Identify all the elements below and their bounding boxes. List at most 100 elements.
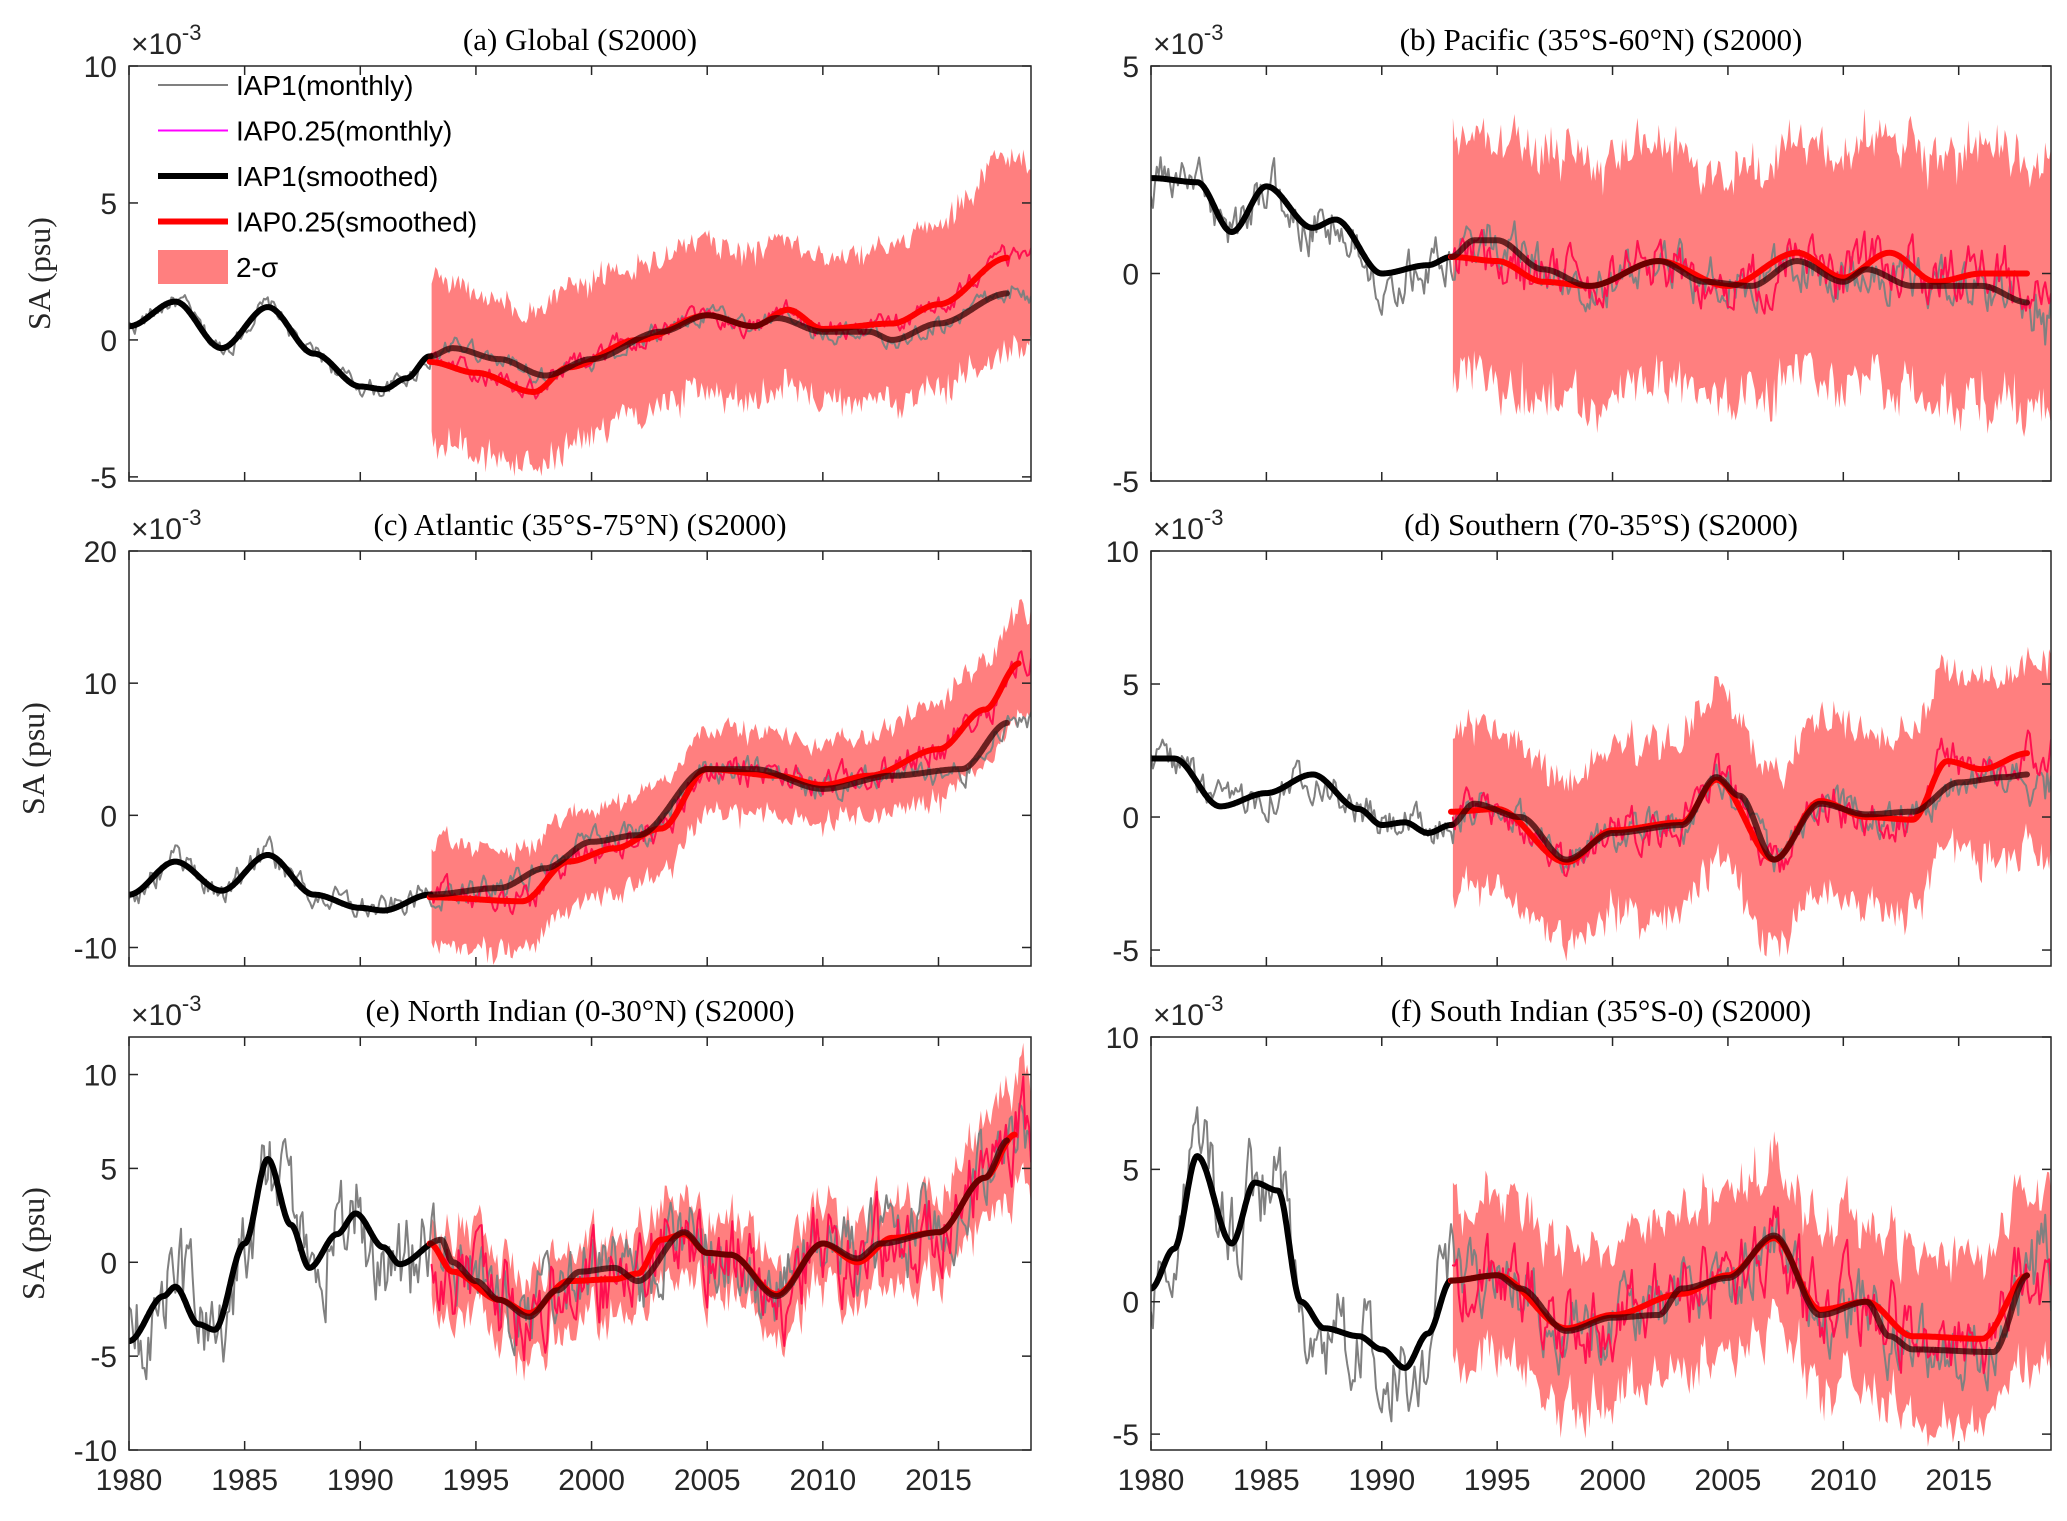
axes-box [1150, 1036, 2052, 1451]
y-tick-label: -5 [1112, 466, 1139, 499]
y-tick-label: 5 [100, 1153, 117, 1186]
iap1-smoothed-line-overlap [427, 290, 1010, 379]
y-tick-label: 0 [100, 325, 117, 358]
exponent-power: -3 [182, 20, 202, 45]
iap025-monthly-line [1451, 229, 2051, 315]
exponent-power: -3 [182, 505, 202, 530]
y-tick-label: 10 [84, 668, 117, 701]
iap025-monthly-line [430, 244, 1031, 400]
x-tick-label: 1990 [1348, 1464, 1415, 1497]
axes-box [128, 1036, 1032, 1451]
sigma-band [1452, 108, 2051, 437]
y-tick-label: 5 [1122, 51, 1139, 84]
y-tick-label: 20 [84, 536, 117, 569]
legend: IAP1(monthly) IAP0.25(monthly) IAP1(smooth… [158, 70, 477, 284]
panel-title: (c) Atlantic (35°S-75°N) (S2000) [373, 507, 786, 542]
x-tick-label: 1985 [1233, 1464, 1300, 1497]
y-axis-label: SA (psu) [21, 217, 57, 330]
panel-title: (d) Southern (70-35°S) (S2000) [1404, 507, 1798, 542]
x-tick-label: 2010 [789, 1464, 856, 1497]
plot-area [1151, 1106, 2051, 1447]
x-tick-label: 1980 [1118, 1464, 1185, 1497]
legend-label: IAP1(smoothed) [236, 161, 438, 192]
x-tick-label: 1995 [443, 1464, 510, 1497]
panel-title: (f) South Indian (35°S-0) (S2000) [1391, 993, 1812, 1028]
iap1-smoothed-line-overlap [1449, 237, 2030, 306]
legend-label: IAP1(monthly) [236, 70, 413, 101]
sigma-band [431, 599, 1031, 965]
y-tick-label: 10 [84, 1060, 117, 1093]
y-axis-label: SA (psu) [15, 1187, 51, 1300]
legend-label: 2-σ [236, 252, 278, 283]
y-exponent-label: ×10-3 [131, 505, 201, 546]
y-tick-label: -10 [74, 932, 117, 965]
iap1-smoothed-line [129, 298, 434, 393]
iap025-smoothed-line [1448, 750, 2030, 866]
x-tick-label: 2005 [674, 1464, 741, 1497]
y-exponent-label: ×10-3 [1153, 991, 1223, 1032]
iap1-smoothed-line-overlap [427, 719, 1010, 898]
panel-title: (a) Global (S2000) [463, 22, 697, 57]
iap1-monthly-line [129, 711, 1031, 918]
y-tick-label: -5 [1112, 1419, 1139, 1452]
plot-area [129, 1042, 1031, 1382]
iap1-smoothed-line [129, 852, 434, 914]
axes-box [128, 65, 1032, 482]
y-exponent-label: ×10-3 [1153, 20, 1223, 61]
panel-f: 1980 1985 1990 1995 2000 2005 2010 2015 -5 0 5 10 ×1… [1106, 991, 2052, 1497]
plot-area [1151, 646, 2051, 962]
y-tick-label: 0 [100, 800, 117, 833]
legend-swatch-patch [158, 250, 228, 284]
y-tick-label: 0 [1122, 259, 1139, 292]
panel-d: -5 0 5 10 ×10-3 (d) Southern (70-35°S) (S2000… [1106, 505, 2052, 968]
plot-area [129, 599, 1031, 965]
iap1-smoothed-line-overlap [1449, 771, 2030, 863]
y-tick-label: 10 [84, 51, 117, 84]
legend-label: IAP0.25(smoothed) [236, 207, 477, 238]
sigma-band [431, 148, 1031, 477]
plot-area [129, 148, 1031, 477]
sigma-band [1452, 1131, 2051, 1447]
iap1-smoothed-line [1151, 175, 1455, 277]
panel-title: (b) Pacific (35°S-60°N) (S2000) [1400, 22, 1803, 57]
iap1-smoothed-line [129, 1156, 434, 1345]
y-tick-label: -5 [90, 1341, 117, 1374]
sigma-band [1452, 646, 2051, 962]
y-tick-label: 5 [1122, 1154, 1139, 1187]
panel-title: (e) North Indian (0-30°N) (S2000) [365, 993, 794, 1028]
y-tick-label: 0 [1122, 802, 1139, 835]
y-tick-label: 0 [100, 1247, 117, 1280]
panel-e: 1980 1985 1990 1995 2000 2005 2010 2015 -10 -5 0 5 1… [15, 991, 1032, 1497]
exponent-power: -3 [182, 991, 202, 1016]
x-tick-label: 2015 [905, 1464, 972, 1497]
panel-c: -10 0 10 20 ×10-3 (c) Atlantic (35°S-75°N) (S… [15, 505, 1032, 967]
x-tick-label: 1980 [96, 1464, 163, 1497]
y-tick-label: -5 [90, 462, 117, 495]
x-tick-label: 1990 [327, 1464, 394, 1497]
y-tick-label: -10 [74, 1435, 117, 1468]
exponent-power: -3 [1204, 505, 1224, 530]
iap1-smoothed-line-overlap [427, 1137, 1010, 1320]
x-tick-label: 1995 [1464, 1464, 1531, 1497]
sigma-band [431, 1042, 1031, 1382]
plot-area [1151, 108, 2051, 437]
y-exponent-label: ×10-3 [131, 991, 201, 1032]
axes-box [128, 550, 1032, 967]
x-tick-label: 2000 [558, 1464, 625, 1497]
x-tick-label: 2005 [1695, 1464, 1762, 1497]
x-tick-label: 2000 [1579, 1464, 1646, 1497]
panel-a: -5 0 5 10 ×10-3 (a) Global (S2000) SA (psu) IAP… [21, 20, 1032, 495]
x-tick-label: 1985 [211, 1464, 278, 1497]
y-exponent-label: ×10-3 [1153, 505, 1223, 546]
y-tick-label: -5 [1112, 935, 1139, 968]
iap1-smoothed-line [1151, 1153, 1455, 1371]
x-tick-label: 2015 [1925, 1464, 1992, 1497]
axes-box [1150, 550, 2052, 967]
y-tick-label: 5 [1122, 669, 1139, 702]
exponent-power: -3 [1204, 991, 1224, 1016]
y-tick-label: 10 [1106, 536, 1139, 569]
y-axis-label: SA (psu) [15, 702, 51, 815]
y-tick-label: 5 [100, 188, 117, 221]
y-tick-label: 10 [1106, 1022, 1139, 1055]
